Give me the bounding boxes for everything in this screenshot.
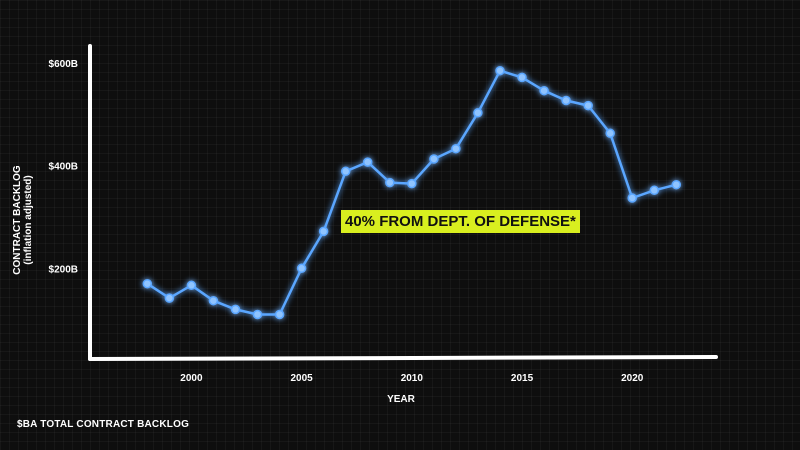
x-tick-label: 2020	[621, 373, 644, 384]
data-point	[451, 143, 461, 154]
y-tick-label: $400B	[49, 162, 78, 173]
data-point	[495, 65, 505, 76]
data-point	[296, 263, 307, 274]
x-tick-label: 2010	[401, 373, 424, 384]
data-point	[473, 108, 483, 118]
data-point	[142, 278, 153, 289]
data-point	[340, 166, 351, 177]
dod-share-annotation: 40% FROM DEPT. OF DEFENSE*	[341, 210, 580, 233]
data-point	[186, 280, 197, 291]
data-point	[362, 157, 373, 167]
data-point	[517, 72, 527, 83]
y-axis-title: CONTRACT BACKLOG	[12, 165, 23, 275]
x-tick-label: 2015	[511, 373, 534, 384]
y-tick-labels: $200B $400B $600B	[49, 59, 78, 275]
data-point	[561, 95, 571, 106]
data-point	[583, 100, 593, 111]
y-axis-subtitle: (inflation adjusted)	[23, 175, 34, 264]
x-tick-label: 2005	[290, 373, 313, 384]
data-point	[539, 85, 549, 96]
data-point	[429, 154, 439, 164]
data-point	[230, 304, 241, 315]
data-point	[318, 226, 329, 237]
source-footnote: $BA TOTAL CONTRACT BACKLOG	[17, 419, 190, 430]
data-point	[407, 178, 417, 189]
data-point	[385, 177, 395, 188]
data-point	[164, 293, 175, 303]
y-tick-label: $600B	[49, 59, 78, 70]
data-point	[208, 295, 219, 306]
data-point	[649, 185, 660, 196]
data-point	[671, 179, 682, 190]
series-backlog	[142, 65, 682, 320]
x-tick-label: 2000	[180, 373, 203, 384]
data-point	[605, 128, 615, 139]
data-point	[627, 193, 637, 203]
data-point	[274, 309, 285, 320]
x-axis	[88, 355, 718, 361]
data-point	[252, 309, 263, 320]
y-tick-label: $200B	[49, 264, 78, 275]
x-tick-labels: 2000 2005 2010 2015 2020	[180, 373, 644, 384]
series-line	[146, 69, 677, 316]
x-axis-title: YEAR	[387, 394, 416, 405]
